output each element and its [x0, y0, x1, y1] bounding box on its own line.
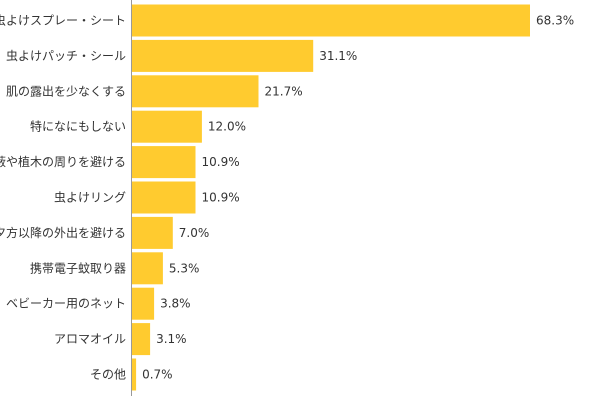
- bar: [132, 75, 259, 108]
- value-label: 68.3%: [536, 14, 574, 28]
- value-label: 5.3%: [169, 261, 200, 275]
- bar: [132, 358, 137, 391]
- value-label: 0.7%: [142, 368, 173, 382]
- category-label: その他: [90, 368, 126, 382]
- category-label: 虫よけパッチ・シール: [6, 49, 126, 63]
- category-label: 虫よけスプレー・シート: [0, 14, 126, 28]
- bar: [132, 216, 173, 249]
- category-label: 藪や植木の周りを避ける: [0, 154, 126, 169]
- category-label: 肌の露出を少なくする: [6, 84, 126, 98]
- value-label: 10.9%: [202, 191, 240, 205]
- bar: [132, 4, 530, 37]
- value-label: 12.0%: [208, 120, 246, 134]
- value-label: 3.1%: [156, 332, 187, 346]
- bar: [132, 181, 196, 214]
- bar: [132, 287, 155, 320]
- value-label: 10.9%: [202, 155, 240, 169]
- value-label: 3.8%: [160, 297, 191, 311]
- category-label: 特になにもしない: [30, 119, 126, 134]
- bars-group: 虫よけスプレー・シート 68.3% 虫よけパッチ・シール 31.1% 肌の露出を少なくす…: [0, 4, 574, 391]
- bar: [132, 252, 163, 285]
- value-label: 7.0%: [179, 226, 210, 240]
- category-label: 携帯電子蚊取り器: [30, 260, 126, 275]
- bar: [132, 39, 314, 72]
- bar: [132, 323, 151, 356]
- category-label: 夕方以降の外出を避ける: [0, 225, 126, 240]
- value-label: 31.1%: [319, 49, 357, 63]
- bar: [132, 110, 202, 143]
- category-label: アロマオイル: [54, 332, 126, 346]
- value-label: 21.7%: [265, 84, 303, 98]
- category-label: 虫よけリング: [54, 191, 126, 205]
- bar: [132, 146, 196, 179]
- category-label: ベビーカー用のネット: [6, 297, 126, 311]
